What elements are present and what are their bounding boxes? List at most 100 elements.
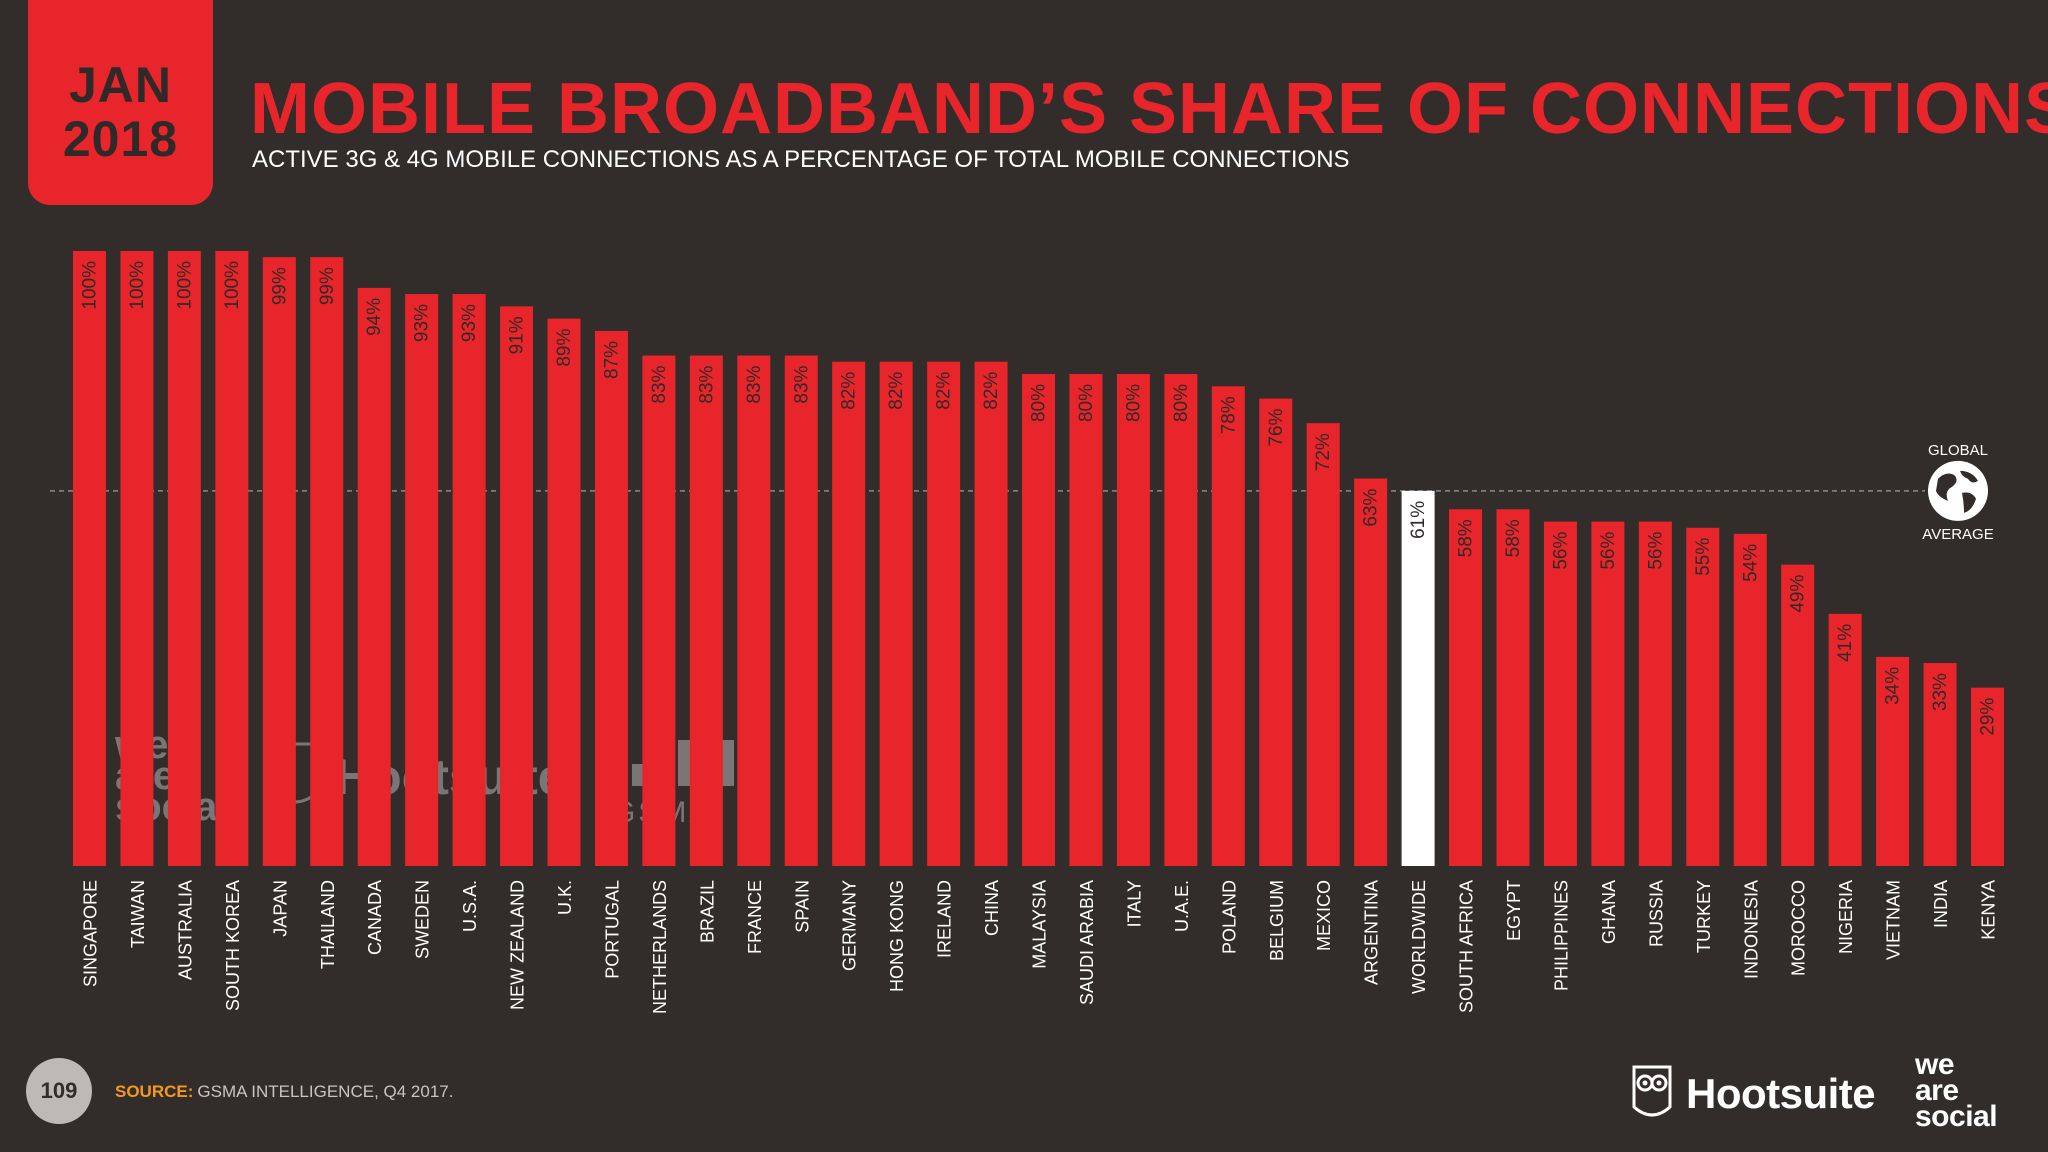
was-word-3: social [1915,1100,1998,1133]
value-label: 58% [1503,519,1524,557]
category-label: KENYA [1979,880,1999,940]
value-label: 82% [981,372,1002,410]
bar [1259,398,1293,866]
bar [1828,613,1862,866]
value-label: 99% [269,267,290,305]
bar [832,361,866,866]
value-label: 83% [649,365,670,403]
page-number: 109 [26,1058,92,1124]
bar [1354,478,1388,866]
value-label: 33% [1930,673,1951,711]
hootsuite-logo-text: Hootsuite [1686,1070,1876,1117]
global-average-label-top: GLOBAL [1928,442,1988,459]
value-label: 100% [174,261,195,310]
bar [1733,533,1767,866]
value-label: 34% [1883,667,1904,705]
value-label: 94% [364,298,385,336]
bar [215,251,249,866]
category-label: NETHERLANDS [650,880,670,1014]
value-label: 56% [1645,531,1666,569]
category-label: IRELAND [935,880,955,958]
category-label: HONG KONG [887,880,907,992]
global-average-label-bottom: AVERAGE [1922,526,1993,543]
bar [1971,687,2004,866]
category-label: BELGIUM [1267,880,1287,961]
category-label: NEW ZEALAND [508,880,528,1010]
bar [642,355,676,866]
category-label: SAUDI ARABIA [1077,880,1097,1005]
source-text: GSMA INTELLIGENCE, Q4 2017. [197,1082,454,1101]
category-label: U.K. [555,880,575,915]
bar [737,355,771,866]
owl-icon [1632,1065,1672,1117]
date-badge: JAN 2018 [28,0,213,205]
value-label: 83% [791,365,812,403]
category-label: TURKEY [1694,880,1714,953]
value-label: 82% [839,372,860,410]
bar [594,330,628,866]
category-label: SINGAPORE [81,880,101,987]
category-label: INDIA [1931,880,1951,928]
category-label: SPAIN [792,880,812,933]
category-label: FRANCE [745,880,765,954]
value-label: 41% [1835,624,1856,662]
bar [1543,521,1577,866]
value-label: 63% [1361,488,1382,526]
bar [1022,374,1055,866]
bar [974,361,1008,866]
category-label: U.S.A. [460,880,480,932]
bar [1923,663,1957,866]
category-label: SWEDEN [413,880,433,959]
category-label: SOUTH AFRICA [1457,880,1477,1013]
badge-month: JAN [68,56,173,113]
value-label: 100% [127,261,148,310]
value-label: 93% [459,304,480,342]
category-label: GERMANY [840,880,860,971]
bar [1211,386,1245,866]
category-label: THAILAND [318,880,338,969]
category-label: RUSSIA [1646,880,1666,947]
category-label: NIGERIA [1836,880,1856,954]
category-label: JAPAN [270,880,290,937]
category-label: WORLDWIDE [1409,880,1429,994]
was-word-1: we [1915,1048,1955,1081]
we-are-social-logo: we are social [1915,1048,1998,1133]
bar [1116,374,1150,866]
bar [1591,521,1625,866]
category-label: ARGENTINA [1362,880,1382,985]
bar [1686,527,1720,866]
category-label: PORTUGAL [602,880,622,979]
category-label: VIETNAM [1884,880,1904,960]
source-label: SOURCE: [115,1082,194,1101]
category-label: MEXICO [1314,880,1334,951]
value-label: 82% [886,372,907,410]
globe-continents [1936,470,1978,513]
value-label: 56% [1550,531,1571,569]
category-label: INDONESIA [1741,880,1761,979]
bar [1781,564,1815,866]
value-label: 100% [222,261,243,310]
bar [1401,490,1435,866]
value-label: 61% [1408,501,1429,539]
bar [262,257,296,866]
category-label: CANADA [365,880,385,955]
category-label: MALAYSIA [1030,880,1050,969]
category-label: MOROCCO [1789,880,1809,976]
bar [1638,521,1672,866]
value-label: 100% [80,261,101,310]
value-label: 72% [1313,433,1334,471]
value-label: 83% [696,365,717,403]
value-label: 80% [1076,384,1097,422]
value-label: 76% [1266,408,1287,446]
category-label: BRAZIL [697,880,717,943]
value-label: 93% [412,304,433,342]
value-label: 54% [1740,544,1761,582]
bar [1164,374,1198,866]
category-label: EGYPT [1504,880,1524,941]
value-label: 58% [1456,519,1477,557]
value-label: 80% [1029,384,1050,422]
value-label: 83% [744,365,765,403]
bar [310,257,344,866]
bar [1069,374,1103,866]
was-word-2: are [1915,1074,1959,1107]
